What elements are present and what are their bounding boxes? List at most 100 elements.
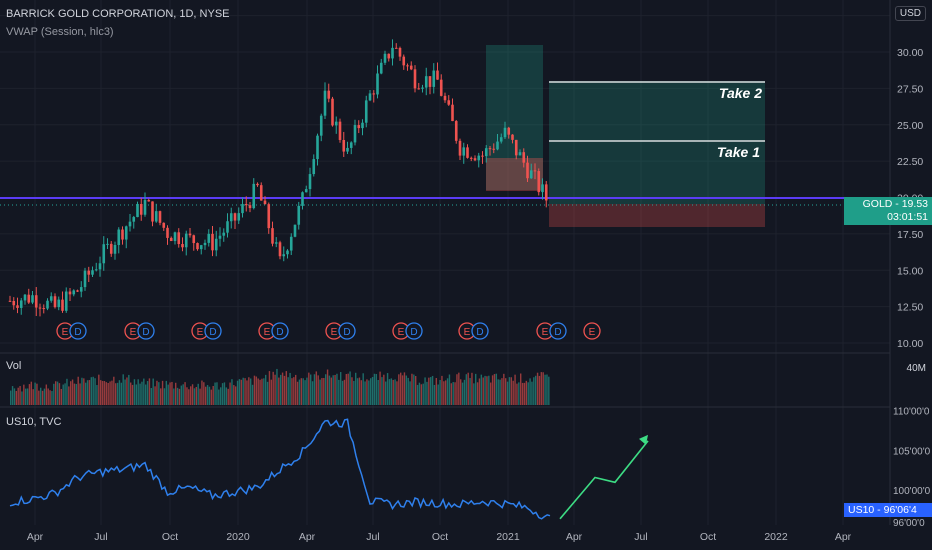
candle-body: [544, 184, 548, 201]
volume-bar: [388, 379, 391, 405]
volume-bar: [491, 375, 494, 405]
volume-bar: [98, 374, 100, 405]
volume-bar: [272, 371, 274, 405]
volume-bar: [368, 380, 370, 405]
candle-body: [541, 184, 544, 193]
candle-body: [237, 213, 241, 221]
volume-bar: [238, 379, 241, 405]
take2-label: Take 2: [719, 85, 762, 101]
candle-body: [241, 204, 244, 214]
volume-bar: [452, 382, 454, 405]
volume-bar: [371, 376, 374, 405]
volume-bar: [431, 375, 434, 405]
volume-bar: [403, 372, 406, 405]
volume-bar: [506, 381, 509, 405]
dividend-marker-label: D: [276, 327, 283, 338]
candle-body: [387, 53, 391, 59]
volume-bar: [182, 384, 184, 405]
candle-body: [57, 299, 61, 308]
volume-bar: [435, 378, 438, 405]
take1-label: Take 1: [717, 144, 760, 160]
us10-tag-value: 96'06'4: [883, 504, 917, 516]
candle-body: [462, 147, 466, 156]
volume-bar: [341, 380, 344, 405]
earnings-marker-label: E: [130, 327, 137, 338]
volume-bar: [148, 378, 151, 405]
volume-bar: [105, 382, 108, 405]
candle-body: [53, 296, 57, 308]
volume-bar: [199, 388, 201, 405]
us10-line: [9, 418, 551, 520]
volume-bar: [358, 377, 361, 405]
candle-body: [8, 300, 12, 302]
volume-bar: [499, 379, 501, 405]
candle-body: [394, 47, 398, 49]
profit-zone: [549, 81, 765, 204]
volume-bar: [450, 383, 453, 405]
candle-body: [278, 242, 282, 257]
candle-body: [304, 189, 308, 193]
earnings-marker-label: E: [331, 327, 338, 338]
candle-body: [413, 69, 417, 89]
price-axis-tick: 22.50: [897, 156, 923, 168]
volume-bar: [100, 380, 102, 405]
volume-bar: [36, 383, 38, 405]
candle-body: [432, 70, 436, 87]
time-axis-tick: Oct: [432, 531, 448, 543]
candle-body: [436, 70, 439, 80]
candle-body: [27, 294, 31, 303]
volume-bar: [206, 385, 209, 405]
volume-bar: [323, 377, 325, 405]
indicator-label[interactable]: VWAP (Session, hlc3): [6, 26, 114, 38]
volume-bar: [126, 377, 128, 405]
volume-bar: [143, 378, 145, 405]
candle-body: [166, 227, 169, 238]
volume-bar: [175, 382, 177, 405]
volume-bar: [516, 383, 518, 405]
volume-bar: [390, 378, 393, 405]
candle-body: [417, 88, 421, 90]
candle-body: [499, 137, 503, 142]
projection-arrow[interactable]: [559, 434, 649, 520]
dividend-marker: [338, 322, 356, 340]
volume-bar: [540, 372, 543, 405]
candle-body: [233, 213, 237, 221]
volume-bar: [86, 380, 89, 405]
volume-bar: [205, 386, 207, 405]
volume-bar: [203, 382, 205, 405]
candle-body: [64, 291, 68, 311]
volume-bar: [171, 381, 173, 405]
volume-bar: [51, 391, 53, 405]
volume-bar: [96, 385, 98, 405]
candle-body: [226, 221, 229, 233]
candle-body: [196, 243, 199, 250]
candle-body: [477, 155, 481, 161]
volume-bar: [64, 383, 66, 405]
candle-body: [469, 157, 473, 159]
volume-bar: [229, 382, 231, 405]
candle-body: [323, 90, 327, 116]
candle-body: [286, 250, 289, 255]
volume-bar: [255, 376, 258, 405]
candle-body: [383, 53, 387, 63]
volume-bar: [437, 384, 439, 405]
volume-bar: [92, 376, 94, 405]
volume-bar: [265, 374, 267, 405]
volume-bar: [460, 379, 462, 405]
candle-body: [128, 221, 132, 227]
currency-button[interactable]: USD: [894, 6, 926, 21]
us10-series: [9, 418, 551, 520]
volume-bar: [208, 386, 211, 405]
volume-bar: [439, 379, 441, 405]
long-position-tool[interactable]: Take 2 Take 1: [486, 45, 765, 227]
time-axis-tick: Apr: [835, 531, 852, 543]
volume-bar: [235, 386, 237, 405]
volume-bar: [246, 380, 248, 405]
candle-body: [507, 127, 511, 135]
volume-bar: [283, 375, 286, 405]
candle-body: [16, 305, 19, 308]
volume-bar: [122, 374, 124, 405]
candle-body: [346, 147, 349, 152]
volume-bar: [356, 378, 359, 405]
